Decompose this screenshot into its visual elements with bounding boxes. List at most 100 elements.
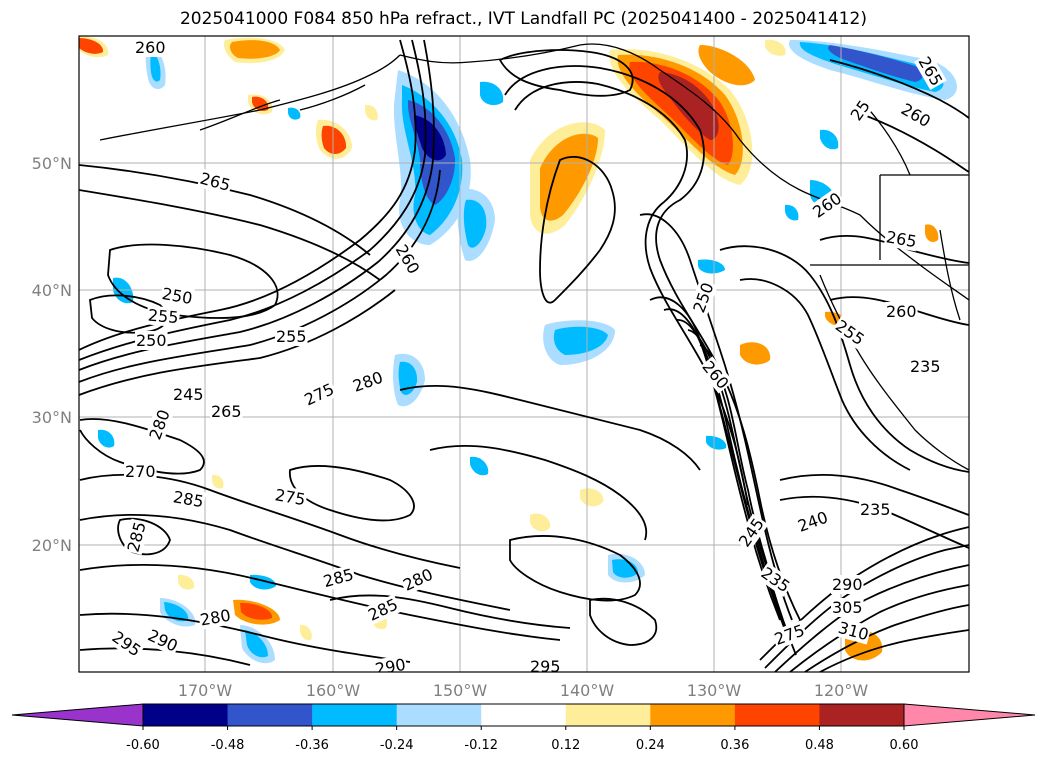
contour-label: 250 <box>136 331 167 350</box>
contour-label-background <box>831 598 864 617</box>
contour-label-background <box>144 625 182 657</box>
contour-label-background <box>688 279 718 317</box>
lon-label: 140°W <box>560 681 615 700</box>
map-frame <box>78 35 970 673</box>
colorbar-tick-label: -0.60 <box>126 738 160 753</box>
colorbar-tick-label: 0.12 <box>551 738 580 753</box>
contour-label: 235 <box>910 357 941 376</box>
contour-label-background <box>135 331 168 350</box>
contour-label-background <box>197 168 234 196</box>
contour-label-background <box>914 52 947 91</box>
contour-label-background <box>107 626 146 661</box>
colorbar-tick-label: 0.60 <box>890 738 919 753</box>
colorbar-tick-label: -0.24 <box>380 738 414 753</box>
contour-label-background <box>349 367 387 397</box>
longitude-labels: 170°W 160°W 150°W 140°W 130°W 120°W <box>178 681 869 700</box>
contour-label-background <box>909 357 942 376</box>
gridlines <box>79 36 969 672</box>
contour-label-background <box>134 38 167 57</box>
latitude-labels: 50°N 40°N 30°N 20°N <box>32 154 72 555</box>
lat-label: 40°N <box>32 281 72 300</box>
colorbar-bin <box>143 704 229 726</box>
contour-label-background <box>808 187 846 223</box>
contour-label-background <box>172 385 205 404</box>
map-title: 2025041000 F084 850 hPa refract., IVT La… <box>179 9 867 29</box>
contour-label-background <box>272 485 308 510</box>
contour-label-background <box>835 617 872 645</box>
positive-shading <box>79 36 939 661</box>
contour-label-background <box>275 327 308 346</box>
contour-label-background <box>399 564 437 596</box>
contour-label: 290 <box>832 575 863 594</box>
map-frame-background <box>79 36 969 672</box>
lon-label: 160°W <box>306 681 361 700</box>
contour-label-background <box>756 562 795 597</box>
contour-label: 305 <box>832 598 863 617</box>
lon-label: 130°W <box>687 681 742 700</box>
coastlines <box>99 43 969 471</box>
contour-label-background <box>159 283 195 309</box>
lat-label: 30°N <box>32 408 72 427</box>
colorbar-bin <box>227 704 313 726</box>
colorbar-bin <box>819 704 905 726</box>
contour-label-background <box>770 620 809 650</box>
contour-label: 295 <box>530 657 561 676</box>
contour-label: 290 <box>374 655 407 679</box>
contour-label-background <box>831 315 869 350</box>
colorbar-bin <box>650 704 736 726</box>
contour-label-background <box>146 305 181 328</box>
contour-label: 260 <box>135 38 166 57</box>
colorbar-tick-label: 0.48 <box>805 738 834 753</box>
contour-label-background <box>320 564 357 592</box>
contour-label: 245 <box>173 385 204 404</box>
contour-label: 270 <box>125 462 156 481</box>
contour-label-background <box>197 605 234 630</box>
contour-label-background <box>831 575 864 594</box>
contour-label: 235 <box>860 500 891 519</box>
colorbar-under-extension <box>11 703 144 727</box>
contour-label-background <box>210 402 243 421</box>
contour-label: 255 <box>276 327 307 346</box>
contour-label-background <box>529 657 562 672</box>
contour-label: 265 <box>211 402 242 421</box>
contour-label-background <box>845 95 875 125</box>
colorbar-tick-label: 0.36 <box>720 738 749 753</box>
negative-shading <box>98 40 957 664</box>
contour-label: 260 <box>886 302 917 321</box>
contour-label-background <box>124 462 157 481</box>
colorbar-bin <box>481 704 567 726</box>
colorbar: -0.60 -0.48 -0.36 -0.24 -0.12 0.12 0.24 0.36 0.4… <box>11 703 1036 753</box>
colorbar-tick-label: -0.48 <box>211 738 245 753</box>
colorbar-over-extension <box>903 703 1036 727</box>
contour-label-background <box>734 513 769 552</box>
contour-label-background <box>372 654 409 672</box>
contour-label-background <box>883 227 920 252</box>
contour-label: 255 <box>147 306 179 328</box>
lon-label: 170°W <box>178 681 233 700</box>
contour-label-background <box>145 406 175 444</box>
colorbar-outline <box>142 703 905 727</box>
contour-label-group: 260 265 250 255 250 255 245 265 280 270 … <box>107 38 947 679</box>
colorbar-bin <box>312 704 398 726</box>
lon-label: 120°W <box>814 681 869 700</box>
colorbar-tick-label: -0.12 <box>464 738 498 753</box>
contour-label-background <box>300 378 339 410</box>
colorbar-bin <box>396 704 482 726</box>
colorbar-tick-label: -0.36 <box>295 738 329 753</box>
colorbar-tick-label: 0.24 <box>636 738 665 753</box>
colorbar-bin <box>565 704 651 726</box>
contour-label-background <box>697 356 734 394</box>
contour-label-background <box>364 594 402 626</box>
contour-label-background <box>170 487 207 512</box>
lat-label: 20°N <box>32 536 72 555</box>
contour-label-background <box>391 240 424 279</box>
colorbar-bin <box>734 704 820 726</box>
lat-label: 50°N <box>32 154 72 173</box>
contour-label-background <box>859 500 892 519</box>
contour-label-background <box>885 302 918 321</box>
contour-label-background <box>897 98 935 132</box>
lon-label: 150°W <box>433 681 488 700</box>
contour-label-background <box>123 518 150 556</box>
contour-label-background <box>794 507 832 537</box>
